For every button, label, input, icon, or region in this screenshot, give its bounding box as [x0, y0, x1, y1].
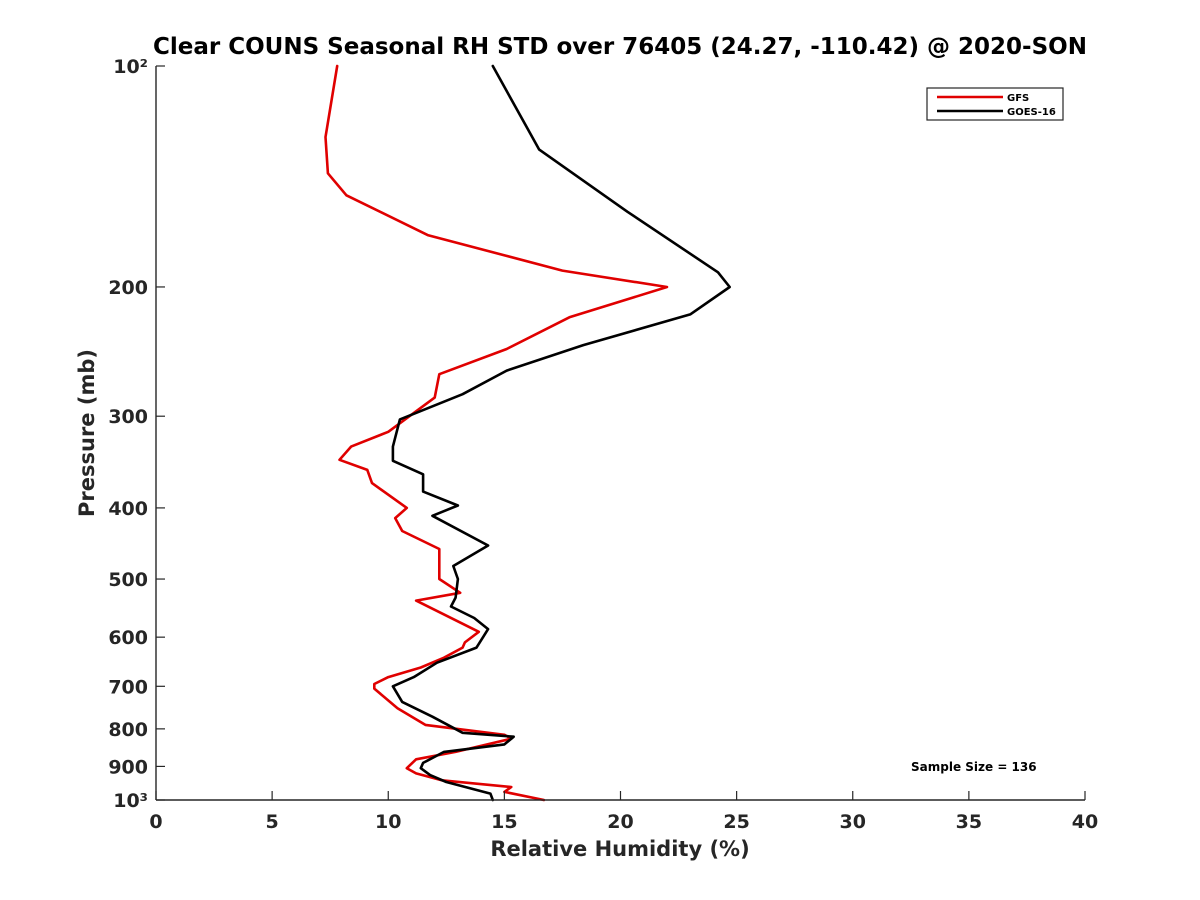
series-layer	[324, 64, 732, 802]
sample-size-annotation: Sample Size = 136	[911, 760, 1037, 774]
y-tick-label: 400	[108, 498, 148, 520]
x-ticks: 0 5 10 15 20 25 30 35 40	[149, 791, 1098, 833]
legend-label-goes16: GOES-16	[1007, 107, 1056, 118]
x-tick-label: 10	[375, 811, 401, 833]
y-tick-label: 200	[108, 277, 148, 299]
plot-area	[156, 66, 1085, 800]
legend-label-gfs: GFS	[1007, 93, 1029, 104]
x-tick-label: 30	[840, 811, 866, 833]
series-line-gfs	[324, 64, 669, 802]
x-tick-label: 0	[149, 811, 162, 833]
x-tick-label: 15	[491, 811, 517, 833]
x-axis-label: Relative Humidity (%)	[490, 837, 749, 861]
y-tick-label: 10²	[113, 56, 148, 78]
y-tick-label: 800	[108, 719, 148, 741]
legend-box	[926, 87, 1064, 121]
chart-title: Clear COUNS Seasonal RH STD over 76405 (…	[153, 34, 1087, 60]
x-tick-label: 20	[607, 811, 633, 833]
y-ticks: 10² 200 300 400 500 600 700 800 900 10³	[108, 56, 165, 812]
y-tick-label: 300	[108, 406, 148, 428]
y-tick-label: 600	[108, 627, 148, 649]
y-tick-label: 500	[108, 569, 148, 591]
x-tick-label: 25	[723, 811, 749, 833]
x-tick-label: 5	[266, 811, 279, 833]
y-tick-label: 10³	[113, 790, 148, 812]
legend: GFS GOES-16	[926, 87, 1064, 121]
x-tick-label: 40	[1072, 811, 1098, 833]
y-axis-label: Pressure (mb)	[75, 349, 99, 517]
x-tick-label: 35	[956, 811, 982, 833]
series-line-goes16	[391, 64, 732, 802]
y-tick-label: 900	[108, 756, 148, 778]
y-tick-label: 700	[108, 676, 148, 698]
